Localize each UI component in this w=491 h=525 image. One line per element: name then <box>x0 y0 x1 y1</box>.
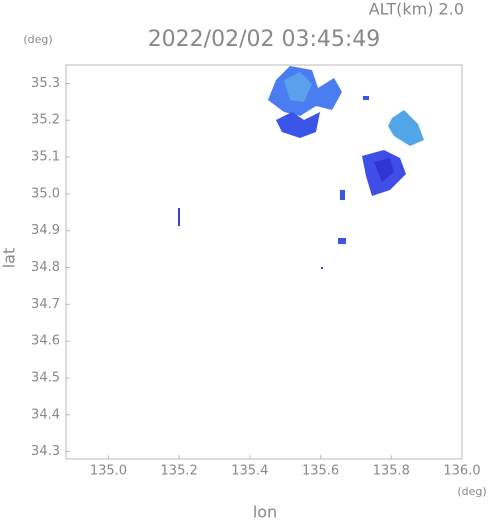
y-tick-label: 35.2 <box>31 113 60 128</box>
y-tick-label: 35.3 <box>31 76 60 91</box>
x-tick-label: 136.0 <box>443 464 480 479</box>
y-unit: (deg) <box>23 33 52 46</box>
echo <box>276 112 320 138</box>
x-tick-label: 135.2 <box>161 464 198 479</box>
echo <box>388 110 424 146</box>
x-label: lon <box>253 503 277 522</box>
echo <box>284 72 312 102</box>
y-tick-label: 34.5 <box>31 370 60 385</box>
y-tick-label: 34.3 <box>31 444 60 459</box>
radar-echoes <box>178 66 424 269</box>
y-tick-label: 34.9 <box>31 223 60 238</box>
title: 2022/02/02 03:45:49 <box>148 27 381 52</box>
subtitle: ALT(km) 2.0 <box>369 0 464 19</box>
echo <box>340 190 345 200</box>
plot-frame <box>65 64 463 460</box>
x-tick-label: 135.4 <box>231 464 268 479</box>
y-tick-label: 34.6 <box>31 334 60 349</box>
y-tick-label: 34.4 <box>31 407 60 422</box>
x-tick-label: 135.8 <box>373 464 410 479</box>
echo <box>363 96 369 100</box>
y-tick-label: 35.1 <box>31 150 60 165</box>
echo <box>338 238 346 244</box>
y-tick-label: 34.8 <box>31 260 60 275</box>
y-tick-label: 34.7 <box>31 297 60 312</box>
echo <box>178 208 180 226</box>
echo <box>374 158 394 182</box>
y-tick-label: 35.0 <box>31 186 60 201</box>
x-tick-label: 135.0 <box>90 464 127 479</box>
y-label: lat <box>0 248 19 269</box>
x-tick-label: 135.6 <box>302 464 339 479</box>
x-unit: (deg) <box>457 485 486 498</box>
echo <box>321 267 323 269</box>
